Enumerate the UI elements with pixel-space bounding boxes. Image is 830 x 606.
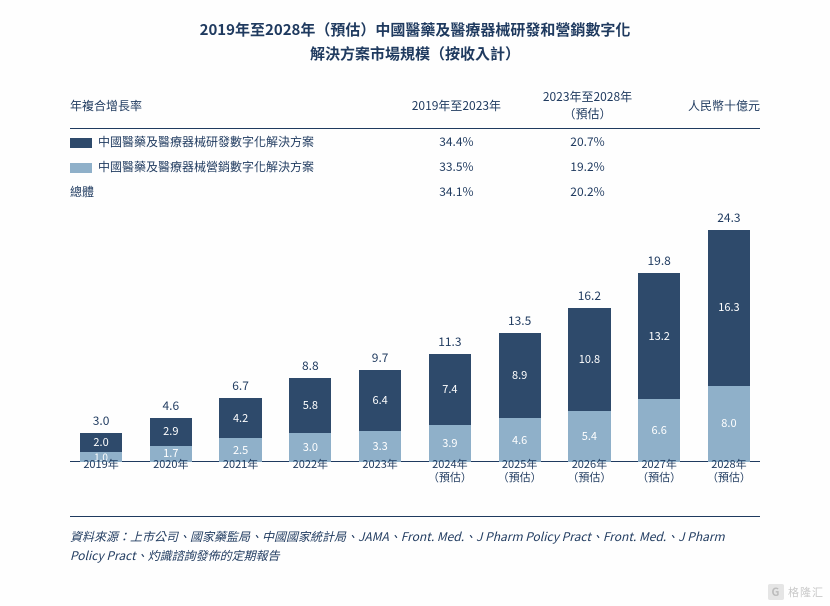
- bar-group: 4.61.72.9: [140, 397, 202, 462]
- legend-header-cagr: 年複合增長率: [70, 84, 387, 129]
- bar-total-label: 11.3: [438, 333, 461, 350]
- legend-swatch: [70, 163, 92, 173]
- bar-segment-rd: 7.4: [429, 354, 471, 425]
- bar-segment-rd: 8.9: [499, 333, 541, 418]
- figure-container: 2019年至2028年（預估）中國醫藥及醫療器械研發和營銷數字化 解決方案市場規…: [0, 0, 830, 565]
- watermark-text: 格隆汇: [788, 584, 824, 600]
- bar-stack: 4.68.9: [499, 333, 541, 462]
- legend-p1: 33.5%: [387, 154, 525, 179]
- legend-table-wrap: 年複合增長率 2019年至2023年 2023年至2028年 （預估） 人民幣十…: [70, 84, 760, 204]
- bar-stack: 3.36.4: [359, 370, 401, 463]
- legend-total-name: 總體: [70, 179, 387, 204]
- x-axis-label: 2022年: [279, 458, 341, 484]
- legend-table: 年複合增長率 2019年至2023年 2023年至2028年 （預估） 人民幣十…: [70, 84, 760, 204]
- bar-segment-mkt: 8.0: [708, 386, 750, 462]
- legend-header-p2: 2023年至2028年 （預估）: [525, 84, 649, 129]
- legend-name: 中國醫藥及醫療器械營銷數字化解決方案: [70, 154, 387, 179]
- bar-stack: 6.613.2: [638, 273, 680, 462]
- watermark-icon: G: [768, 584, 784, 600]
- bar-group: 9.7 3.36.4: [349, 349, 411, 463]
- bar-total-label: 24.3: [717, 209, 740, 226]
- bar-group: 6.7 2.54.2: [210, 377, 272, 462]
- stacked-bar-chart: 3.01.02.04.61.72.96.72.54.28.83.05.89.73…: [70, 214, 760, 484]
- legend-name: 中國醫藥及醫療器械研發數字化解決方案: [70, 129, 387, 155]
- bar-group: 24.3 8.016.3: [698, 209, 760, 462]
- bar-total-label: 9.7: [372, 349, 389, 366]
- x-axis-label: 2025年 （預估）: [489, 458, 551, 484]
- bar-stack: 2.54.2: [219, 398, 261, 462]
- bar-segment-rd: 2.9: [150, 418, 192, 446]
- legend-header-unit: 人民幣十億元: [650, 84, 760, 129]
- chart-title-line1: 2019年至2028年（預估）中國醫藥及醫療器械研發和營銷數字化: [70, 18, 760, 42]
- bar-total-label: 6.7: [232, 377, 249, 394]
- x-axis-label: 2028年 （預估）: [698, 458, 760, 484]
- bar-total-label: 8.8: [302, 357, 319, 374]
- x-axis-label: 2027年 （預估）: [628, 458, 690, 484]
- legend-total-row: 總體34.1%20.2%: [70, 179, 760, 204]
- x-axis-label: 2023年: [349, 458, 411, 484]
- legend-p2: 19.2%: [525, 154, 649, 179]
- chart-title: 2019年至2028年（預估）中國醫藥及醫療器械研發和營銷數字化 解決方案市場規…: [70, 18, 760, 66]
- bar-stack: 8.016.3: [708, 230, 750, 462]
- watermark: G 格隆汇: [768, 584, 824, 600]
- bar-group: 16.2 5.410.8: [558, 287, 620, 463]
- bar-total-label: 19.8: [648, 252, 671, 269]
- legend-swatch: [70, 138, 92, 148]
- legend-p2: 20.7%: [525, 129, 649, 155]
- source-label: 資料來源：: [70, 528, 130, 545]
- bar-segment-rd: 4.2: [219, 398, 261, 438]
- chart-title-line2: 解決方案市場規模（按收入計）: [70, 42, 760, 66]
- bar-total-label: 16.2: [578, 287, 601, 304]
- legend-row: 中國醫藥及醫療器械營銷數字化解決方案33.5%19.2%: [70, 154, 760, 179]
- bar-segment-rd: 5.8: [289, 378, 331, 433]
- x-axis-labels: 2019年 2020年 2021年 2022年 2023年 2024年 （預估） 2025年…: [70, 458, 760, 484]
- bar-stack: 3.05.8: [289, 378, 331, 462]
- bar-group: 11.3 3.97.4: [419, 333, 481, 462]
- bar-segment-rd: 16.3: [708, 230, 750, 385]
- bar-group: 13.5 4.68.9: [489, 312, 551, 462]
- bar-segment-rd: 6.4: [359, 370, 401, 431]
- legend-header-p1: 2019年至2023年: [387, 84, 525, 129]
- bar-total-label: 4.6: [162, 397, 179, 414]
- bar-total-label: 13.5: [508, 312, 531, 329]
- bar-stack: 3.97.4: [429, 354, 471, 462]
- bar-segment-rd: 10.8: [568, 308, 610, 411]
- source-note: 資料來源：上市公司、國家藥監局、中國國家統計局、JAMA、Front. Med.…: [70, 516, 760, 565]
- x-axis-label: 2026年 （預估）: [558, 458, 620, 484]
- x-axis-label: 2024年 （預估）: [419, 458, 481, 484]
- x-axis-label: 2020年: [140, 458, 202, 484]
- x-axis-label: 2021年: [210, 458, 272, 484]
- bars-area: 3.01.02.04.61.72.96.72.54.28.83.05.89.73…: [70, 214, 760, 462]
- bar-segment-rd: 13.2: [638, 273, 680, 399]
- bar-segment-mkt: 5.4: [568, 411, 610, 463]
- bar-total-label: 3.0: [93, 412, 110, 429]
- bar-group: 8.8 3.05.8: [279, 357, 341, 462]
- source-text: 上市公司、國家藥監局、中國國家統計局、JAMA、Front. Med.、J Ph…: [70, 528, 725, 564]
- bar-group: 3.01.02.0: [70, 412, 132, 462]
- x-axis-label: 2019年: [70, 458, 132, 484]
- legend-table-body: 中國醫藥及醫療器械研發數字化解決方案34.4%20.7%中國醫藥及醫療器械營銷數…: [70, 129, 760, 205]
- bar-segment-mkt: 6.6: [638, 399, 680, 462]
- bar-group: 19.8 6.613.2: [628, 252, 690, 462]
- legend-p1: 34.4%: [387, 129, 525, 155]
- legend-total-p1: 34.1%: [387, 179, 525, 204]
- bar-stack: 5.410.8: [568, 308, 610, 463]
- legend-total-p2: 20.2%: [525, 179, 649, 204]
- legend-row: 中國醫藥及醫療器械研發數字化解決方案34.4%20.7%: [70, 129, 760, 155]
